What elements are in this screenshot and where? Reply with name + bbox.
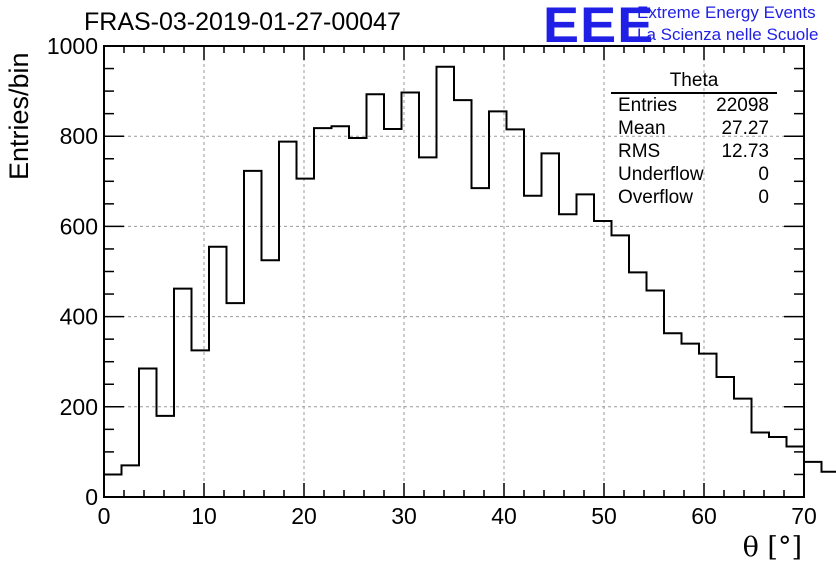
histogram-bin [507, 129, 525, 497]
stats-value: 0 [758, 187, 769, 208]
y-tick-label: 400 [60, 304, 98, 330]
histogram-bin [454, 100, 472, 497]
x-tick-label: 20 [291, 503, 317, 529]
x-tick-label: 60 [691, 503, 717, 529]
stats-row-entries: Entries 22098 [611, 94, 777, 117]
histogram-bin [419, 157, 437, 497]
histogram-bin [822, 472, 836, 497]
stats-value: 12.73 [721, 141, 769, 162]
y-tick-label: 600 [60, 213, 98, 239]
y-tick-labels: 0 200 400 600 800 1000 [47, 33, 98, 510]
histogram-bin [629, 272, 647, 497]
logo-caption-line1: Extreme Energy Events [637, 3, 816, 22]
histogram-bin [174, 289, 192, 497]
x-tick-label: 40 [491, 503, 517, 529]
histogram-bin [559, 214, 577, 497]
stats-row-underflow: Underflow 0 [611, 163, 777, 186]
stats-label: Entries [618, 95, 678, 116]
stats-label: RMS [618, 141, 661, 162]
histogram-bin [262, 260, 280, 497]
stats-label: Mean [618, 118, 666, 139]
eee-logo: EEE [543, 0, 655, 53]
histogram-bin [664, 333, 682, 497]
stats-value: 27.27 [721, 118, 769, 139]
x-tick-label: 50 [591, 503, 617, 529]
stats-row-overflow: Overflow 0 [611, 186, 777, 209]
histogram-bin [647, 290, 665, 497]
plot-title: FRAS-03-2019-01-27-00047 [84, 8, 401, 36]
histogram-bin [279, 142, 297, 497]
stats-box: Theta Entries 22098 Mean 27.27 RMS 12.73… [611, 70, 777, 209]
histogram-line [104, 65, 836, 476]
histogram-bin [717, 377, 735, 497]
axis-ticks [103, 45, 805, 498]
histogram-bin [209, 247, 227, 497]
x-axis-label: θ [°] [742, 532, 802, 563]
histogram-bin [734, 399, 752, 497]
histogram-bin [804, 462, 822, 497]
histogram-bin [192, 350, 210, 497]
histogram-bin [157, 416, 175, 497]
histogram-bin [472, 188, 490, 497]
histogram-bin [524, 196, 542, 497]
histogram-bin [489, 111, 507, 497]
stats-label: Underflow [618, 164, 704, 185]
histogram-bin [542, 153, 560, 497]
histogram-bin [594, 221, 612, 497]
x-tick-label: 70 [791, 503, 817, 529]
histogram-bin [297, 179, 315, 497]
y-tick-label: 0 [85, 484, 98, 510]
histogram-bin [314, 128, 332, 497]
logo-caption-line2: La Scienza nelle Scuole [637, 25, 819, 44]
histogram-bin [769, 437, 787, 497]
y-axis-label: Entries/bin [4, 52, 34, 180]
histogram-bin [437, 67, 455, 497]
histogram-bin [332, 126, 350, 497]
stats-row-rms: RMS 12.73 [611, 140, 777, 163]
x-tick-label: 30 [391, 503, 417, 529]
y-tick-label: 800 [60, 123, 98, 149]
y-tick-label: 200 [60, 394, 98, 420]
histogram-bin [699, 354, 717, 497]
y-tick-label: 1000 [47, 33, 98, 59]
histogram-bin [384, 129, 402, 497]
x-tick-labels: 0 10 20 30 40 50 60 70 [98, 503, 817, 529]
histogram-bin [577, 194, 595, 497]
histogram-bin [752, 433, 770, 497]
x-tick-label: 0 [98, 503, 111, 529]
grid-lines [104, 46, 804, 497]
stats-row-mean: Mean 27.27 [611, 117, 777, 140]
histogram-bin [402, 92, 420, 497]
histogram-bin [227, 303, 245, 497]
histogram-bin [139, 368, 157, 497]
histogram-bin [122, 465, 140, 497]
stats-histogram-name: Theta [611, 70, 777, 94]
stats-label: Overflow [618, 187, 693, 208]
stats-value: 0 [758, 164, 769, 185]
histogram-bin [612, 235, 630, 497]
histogram-bin [244, 171, 262, 497]
histogram-bin [349, 138, 367, 497]
histogram-bin [787, 446, 805, 497]
x-tick-label: 10 [191, 503, 217, 529]
histogram-bin [682, 344, 700, 497]
histogram-bin [367, 94, 385, 497]
stats-value: 22098 [716, 95, 769, 116]
histogram-bin [104, 474, 122, 497]
